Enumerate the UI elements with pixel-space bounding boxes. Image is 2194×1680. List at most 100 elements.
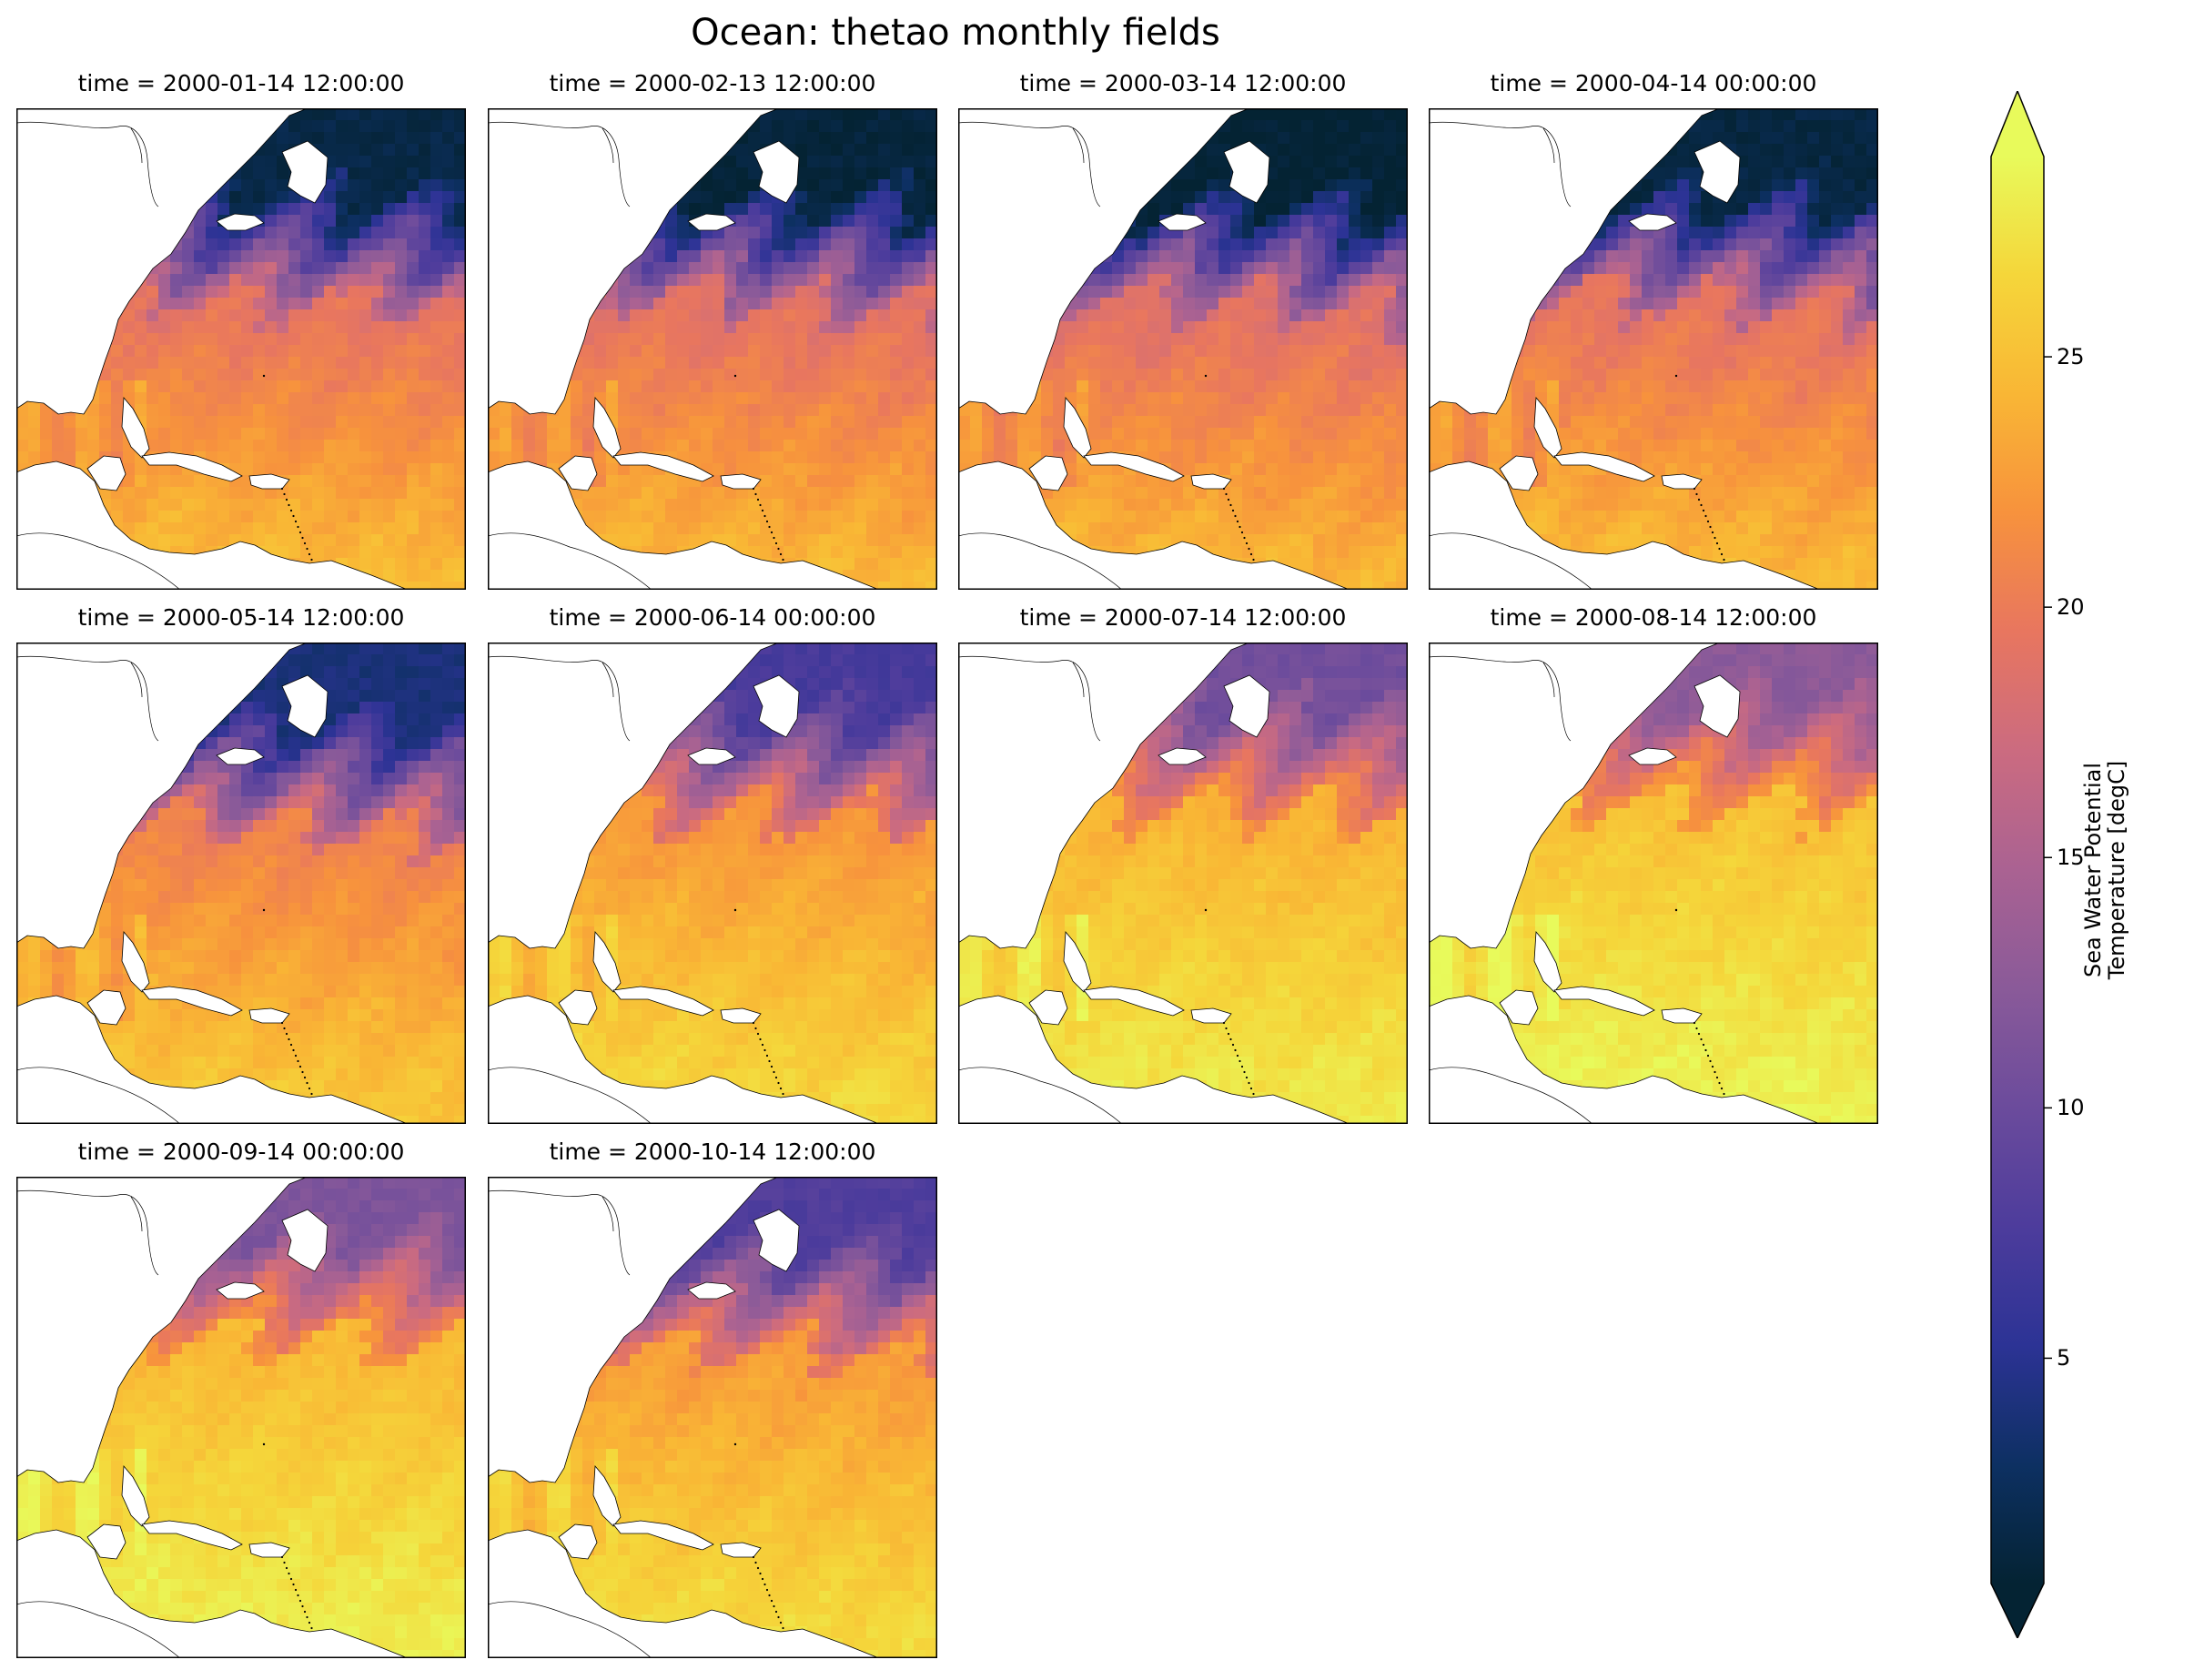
- land-mask: [753, 140, 800, 204]
- sst-field-8: [1429, 643, 1878, 1124]
- land-mask: [958, 108, 1250, 415]
- map-panel-2: [488, 108, 937, 590]
- land-mask: [1553, 986, 1655, 1017]
- land-mask: [612, 451, 714, 482]
- colorbar-gradient: [1991, 157, 2044, 1584]
- land-mask: [1533, 930, 1562, 993]
- colorbar-label-line1: Sea Water Potential: [2080, 762, 2106, 978]
- land-mask: [1223, 674, 1270, 738]
- panel-title-7: time = 2000-07-14 12:00:00: [1019, 604, 1347, 631]
- land-mask: [1533, 396, 1562, 459]
- panel-title-8: time = 2000-08-14 12:00:00: [1490, 604, 1817, 631]
- sst-field-10: [488, 1177, 937, 1658]
- land-mask: [1429, 108, 1721, 415]
- land-mask: [958, 995, 1350, 1124]
- land-mask: [1694, 140, 1741, 204]
- land-mask: [1158, 213, 1207, 231]
- land-mask: [612, 1520, 714, 1551]
- sst-field-5: [16, 643, 466, 1124]
- map-panel-8: [1429, 643, 1878, 1124]
- map-panel-10: [488, 1177, 937, 1658]
- land-mask: [958, 460, 1350, 590]
- land-mask: [1499, 989, 1539, 1026]
- land-mask: [16, 460, 409, 590]
- land-mask: [1063, 396, 1092, 459]
- land-mask: [488, 108, 780, 415]
- land-mask: [86, 455, 126, 491]
- sst-field-3: [958, 108, 1408, 590]
- map-panel-5: [16, 643, 466, 1124]
- land-mask: [1429, 643, 1721, 949]
- land-mask: [1429, 460, 1821, 590]
- land-mask: [216, 747, 265, 765]
- land-mask: [1158, 747, 1207, 765]
- colorbar-tick-label: 20: [2057, 594, 2085, 621]
- land-mask: [1429, 995, 1821, 1124]
- panel-title-4: time = 2000-04-14 00:00:00: [1490, 70, 1817, 96]
- sst-field-7: [958, 643, 1408, 1124]
- map-panel-7: [958, 643, 1408, 1124]
- land-mask: [216, 213, 265, 231]
- land-mask: [592, 930, 622, 993]
- land-mask: [1223, 140, 1270, 204]
- land-mask: [488, 460, 880, 590]
- map-panel-4: [1429, 108, 1878, 590]
- land-mask: [558, 1523, 598, 1560]
- land-mask: [121, 396, 150, 459]
- land-mask: [488, 1177, 780, 1483]
- land-mask: [558, 455, 598, 491]
- colorbar-tick-label: 15: [2057, 845, 2085, 871]
- colorbar-extend-max: [1991, 91, 2044, 157]
- land-mask: [1553, 451, 1655, 482]
- land-mask: [1083, 986, 1185, 1017]
- land-mask: [1628, 213, 1677, 231]
- colorbar-extend-min: [1991, 1584, 2044, 1638]
- panel-title-9: time = 2000-09-14 00:00:00: [77, 1139, 405, 1165]
- land-mask: [16, 1177, 308, 1483]
- land-mask: [1063, 930, 1092, 993]
- land-mask: [281, 140, 329, 204]
- land-mask: [1028, 455, 1068, 491]
- land-mask: [1028, 989, 1068, 1026]
- panel-title-6: time = 2000-06-14 00:00:00: [549, 604, 876, 631]
- land-mask: [687, 1281, 736, 1300]
- land-mask: [121, 930, 150, 993]
- land-mask: [16, 995, 409, 1124]
- land-mask: [141, 1520, 243, 1551]
- land-mask: [16, 643, 308, 949]
- panel-title-5: time = 2000-05-14 12:00:00: [77, 604, 405, 631]
- land-mask: [141, 451, 243, 482]
- land-mask: [612, 986, 714, 1017]
- land-mask: [121, 1464, 150, 1527]
- land-mask: [488, 1529, 880, 1658]
- colorbar: 5 10 15 20 25 Sea Water Potential Temperatur…: [1956, 88, 2138, 1640]
- map-panel-3: [958, 108, 1408, 590]
- land-mask: [141, 986, 243, 1017]
- colorbar-tick-label: 5: [2057, 1345, 2071, 1371]
- colorbar-tick-label: 25: [2057, 344, 2085, 370]
- map-panel-1: [16, 108, 466, 590]
- land-mask: [687, 213, 736, 231]
- sst-field-4: [1429, 108, 1878, 590]
- land-mask: [1499, 455, 1539, 491]
- map-panel-9: [16, 1177, 466, 1658]
- map-panel-6: [488, 643, 937, 1124]
- colorbar-label-line2: Temperature [degC]: [2104, 760, 2129, 980]
- panel-title-10: time = 2000-10-14 12:00:00: [549, 1139, 876, 1165]
- land-mask: [1628, 747, 1677, 765]
- land-mask: [1694, 674, 1741, 738]
- land-mask: [1083, 451, 1185, 482]
- land-mask: [958, 643, 1250, 949]
- land-mask: [281, 674, 329, 738]
- land-mask: [16, 108, 308, 415]
- land-mask: [558, 989, 598, 1026]
- figure-title: Ocean: thetao monthly fields: [691, 12, 1220, 54]
- land-mask: [86, 989, 126, 1026]
- land-mask: [281, 1209, 329, 1272]
- land-mask: [16, 1529, 409, 1658]
- land-mask: [592, 1464, 622, 1527]
- land-mask: [687, 747, 736, 765]
- panel-title-1: time = 2000-01-14 12:00:00: [77, 70, 405, 96]
- sst-field-1: [16, 108, 466, 590]
- land-mask: [592, 396, 622, 459]
